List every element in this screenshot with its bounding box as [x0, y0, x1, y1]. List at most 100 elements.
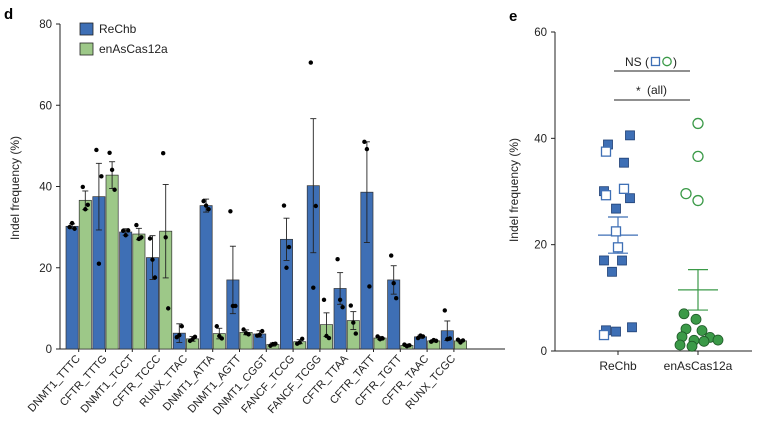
- filled-circle-point: [698, 335, 710, 347]
- replicate-point: [447, 336, 452, 341]
- filled-square-point: [599, 255, 609, 266]
- replicate-point: [367, 284, 372, 289]
- open-square-point: [600, 190, 612, 201]
- replicate-point: [72, 226, 77, 231]
- replicate-point: [161, 150, 166, 156]
- open-square-point: [618, 183, 630, 194]
- panel-d-points: [67, 60, 466, 349]
- replicate-point: [83, 207, 88, 212]
- replicate-point: [442, 308, 447, 313]
- filled-square-point: [627, 322, 637, 333]
- replicate-point: [80, 184, 86, 190]
- replicate-point: [351, 320, 356, 325]
- filled-square-point: [611, 203, 621, 214]
- panel-e-y-tick-label: 40: [534, 133, 547, 145]
- ns-open-square-icon: [650, 56, 661, 67]
- replicate-point: [246, 332, 251, 337]
- replicate-point: [177, 332, 182, 338]
- replicate-point: [348, 303, 353, 308]
- filled-square-point: [607, 266, 617, 277]
- significance-star: *: [636, 84, 641, 98]
- replicate-point: [233, 303, 238, 309]
- legend-swatch-enascas12a: [79, 42, 94, 56]
- panel-e-y-tick-label: 0: [541, 346, 547, 358]
- replicate-point: [126, 228, 131, 233]
- replicate-point: [375, 334, 380, 339]
- panel-label-e: e: [509, 8, 517, 25]
- filled-circle-point: [690, 313, 702, 325]
- replicate-point: [107, 150, 112, 155]
- replicate-point: [380, 336, 385, 341]
- replicate-point: [260, 328, 265, 334]
- replicate-point: [67, 224, 72, 230]
- replicate-point: [434, 338, 439, 344]
- panel-d-y-tick-label: 60: [39, 100, 52, 112]
- panel-e-y-tick-label: 20: [534, 240, 547, 252]
- panel-e-x-tick-label: enAsCas12a: [664, 359, 733, 373]
- panel-e-y-axis-label: Indel frequency (%): [507, 138, 521, 242]
- replicate-point: [321, 297, 327, 303]
- replicate-point: [152, 275, 158, 280]
- legend-swatch-rechb: [79, 22, 94, 36]
- bar-rechb: [65, 225, 79, 350]
- open-circle-point: [692, 150, 704, 163]
- bar-enascas12a: [105, 174, 119, 350]
- panel-e-points: [598, 117, 724, 352]
- replicate-point: [297, 340, 302, 345]
- replicate-point: [121, 228, 126, 233]
- replicate-point: [407, 343, 412, 348]
- filled-circle-point: [696, 325, 708, 336]
- filled-square-point: [611, 326, 621, 337]
- open-square-point: [610, 226, 622, 237]
- replicate-point: [69, 220, 75, 226]
- panel-d-legend: ReChb enAsCas12a: [79, 22, 168, 56]
- replicate-point: [340, 304, 345, 310]
- open-square-point: [612, 242, 624, 253]
- panel-d-y-tick-label: 40: [39, 182, 52, 194]
- replicate-point: [362, 139, 367, 145]
- replicate-point: [286, 244, 292, 250]
- panel-e-x-tick-label: ReChb: [599, 359, 637, 373]
- replicate-point: [353, 331, 358, 336]
- replicate-point: [109, 167, 115, 173]
- replicate-point: [326, 335, 332, 341]
- replicate-point: [391, 280, 396, 286]
- replicate-point: [94, 147, 99, 153]
- panel-e-x-tick-labels: ReChb enAsCas12a: [599, 359, 732, 373]
- replicate-point: [284, 265, 289, 270]
- replicate-point: [147, 236, 153, 241]
- panel-d-y-tick-label: 0: [46, 344, 52, 356]
- panel-label-d: d: [4, 6, 13, 23]
- replicate-point: [85, 202, 91, 207]
- filled-square-point: [625, 130, 635, 141]
- panel-d-y-tick-label: 20: [39, 263, 52, 275]
- replicate-point: [300, 336, 305, 342]
- replicate-point: [123, 233, 128, 238]
- filled-square-point: [619, 157, 629, 168]
- replicate-point: [150, 257, 155, 262]
- panel-d-x-tick-labels: DNMT1_TTTCCFTR_TTTGDNMT1_TCCTCFTR_TCCCRU…: [26, 352, 458, 417]
- filled-circle-point: [678, 308, 690, 320]
- replicate-point: [241, 327, 246, 332]
- ns-open-circle-icon: [662, 56, 672, 67]
- replicate-point: [337, 297, 343, 303]
- replicate-point: [281, 203, 287, 208]
- replicate-point: [420, 334, 426, 339]
- replicate-point: [313, 203, 318, 209]
- legend-label-enascas12a: enAsCas12a: [99, 42, 168, 56]
- replicate-point: [335, 257, 340, 262]
- open-circle-point: [692, 117, 704, 130]
- panel-d-y-tick-label: 80: [39, 19, 52, 31]
- filled-circle-point: [686, 340, 698, 352]
- replicate-point: [201, 198, 206, 204]
- replicate-point: [389, 253, 394, 258]
- replicate-point: [219, 336, 224, 341]
- replicate-point: [203, 203, 209, 208]
- panel-e-axes: 0 20 40 60: [534, 27, 752, 358]
- replicate-point: [455, 337, 461, 342]
- replicate-point: [394, 296, 399, 301]
- open-square-point: [600, 146, 612, 157]
- panel-d-y-axis-label: Indel frequency (%): [8, 136, 22, 240]
- replicate-point: [96, 261, 102, 266]
